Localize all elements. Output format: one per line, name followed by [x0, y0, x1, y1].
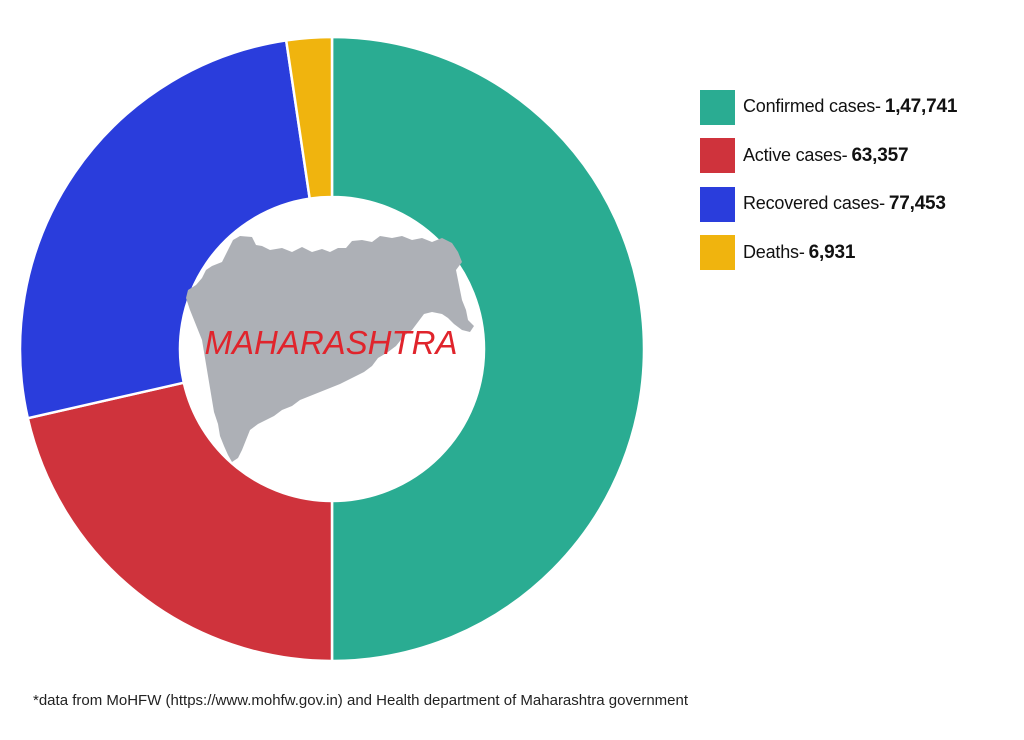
slice-active	[26, 381, 334, 663]
legend-item-deaths: Deaths- 6,931	[700, 235, 1020, 271]
legend: Confirmed cases- 1,47,741 Active cases- 63…	[700, 89, 1020, 283]
legend-value: 6,931	[808, 241, 856, 263]
legend-label: Deaths-	[743, 241, 805, 262]
legend-swatch-active	[700, 138, 735, 173]
legend-item-confirmed: Confirmed cases- 1,47,741	[700, 89, 1020, 125]
slice-deaths	[284, 35, 334, 201]
legend-value: 63,357	[851, 144, 909, 166]
legend-text: Recovered cases- 77,453	[743, 193, 946, 215]
legend-item-active: Active cases- 63,357	[700, 138, 1020, 174]
legend-label: Confirmed cases-	[743, 96, 881, 116]
legend-text: Confirmed cases- 1,47,741	[743, 96, 957, 118]
legend-label: Recovered cases-	[743, 193, 885, 213]
source-footnote: *data from MoHFW (https://www.mohfw.gov.…	[33, 692, 689, 709]
maharashtra-map-icon	[186, 236, 474, 462]
legend-value: 1,47,741	[884, 96, 958, 117]
legend-swatch-recovered	[700, 186, 735, 222]
legend-swatch-confirmed	[700, 89, 735, 125]
center-label: MAHARASHTRA	[204, 324, 457, 361]
legend-text: Deaths- 6,931	[743, 242, 855, 264]
legend-item-recovered: Recovered cases- 77,453	[700, 186, 1020, 222]
legend-text: Active cases- 63,357	[743, 144, 909, 167]
legend-swatch-deaths	[700, 235, 735, 270]
legend-label: Active cases-	[743, 144, 848, 165]
slice-confirmed	[330, 35, 646, 663]
legend-value: 77,453	[888, 193, 946, 214]
